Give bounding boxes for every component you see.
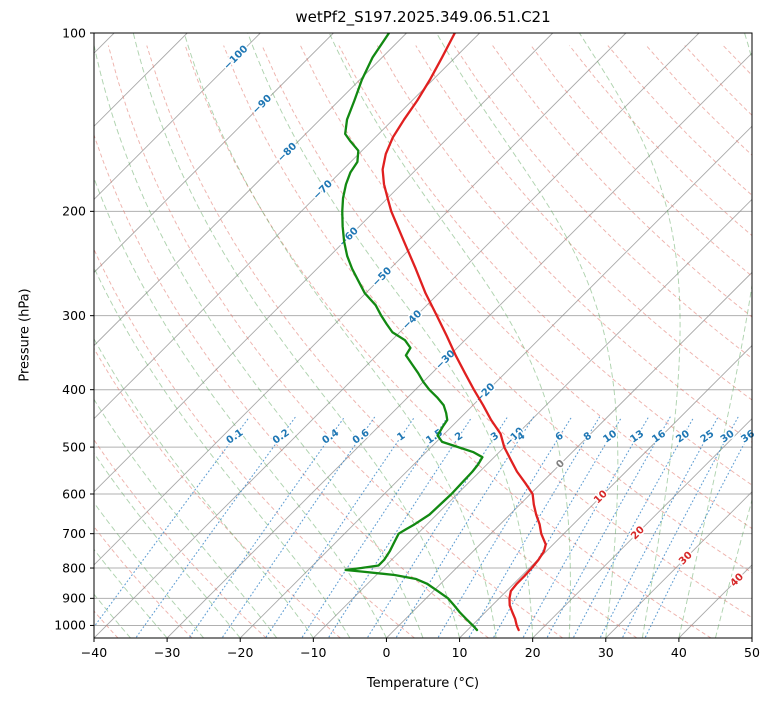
x-tick-label: 0	[382, 645, 390, 660]
x-tick-label: 10	[452, 645, 468, 660]
x-tick-label: 50	[744, 645, 760, 660]
pressure-gridlines	[94, 32, 752, 626]
y-tick-label: 400	[62, 382, 86, 397]
isotherm-label: −80	[276, 141, 300, 165]
sounding-curves	[341, 33, 547, 632]
isotherm-label: 30	[677, 550, 695, 568]
temperature-curve	[381, 33, 547, 632]
mixing-ratio-label: 10	[601, 428, 619, 445]
y-tick-label: 200	[62, 204, 86, 219]
isotherm-label: 40	[728, 572, 746, 590]
y-tick-label: 600	[62, 486, 86, 501]
isotherm-label: −100	[222, 44, 250, 72]
mixing-ratio-label: 0.4	[320, 427, 341, 446]
mixing-ratio-lines	[94, 416, 752, 638]
axis-ticks	[90, 32, 753, 642]
plot-frame	[93, 32, 753, 639]
y-tick-label: 1000	[54, 618, 86, 633]
moist-adiabats	[94, 33, 752, 638]
x-tick-label: 20	[525, 645, 541, 660]
y-tick-label: 800	[62, 560, 86, 575]
x-tick-label: 30	[598, 645, 614, 660]
y-tick-label: 500	[62, 439, 86, 454]
x-tick-label: 40	[671, 645, 687, 660]
y-tick-label: 900	[62, 591, 86, 606]
isotherm-label: −70	[311, 178, 335, 202]
axis-tick-labels: −40 −30 −20 −10 0 10 20 30 40 5010020030040050060…	[54, 25, 760, 660]
mixing-ratio-label: 16	[650, 428, 668, 445]
dewpoint-curve	[341, 33, 484, 632]
line-labels: −100−90−80−70−60−50−40−30−20−10010203040…	[220, 42, 758, 591]
mixing-ratio-label: 6	[554, 430, 566, 443]
isotherm-label: −90	[251, 93, 275, 117]
y-tick-label: 300	[62, 308, 86, 323]
dry-adiabats	[94, 45, 752, 638]
x-tick-label: −20	[227, 645, 253, 660]
isotherm-label: 10	[592, 489, 610, 507]
y-tick-label: 100	[62, 25, 86, 40]
x-axis-label: Temperature (°C)	[366, 676, 480, 691]
x-tick-label: −30	[154, 645, 180, 660]
mixing-ratio-label: 0.1	[225, 427, 246, 446]
mixing-ratio-label: 13	[628, 428, 646, 445]
mixing-ratio-label: 36	[739, 428, 757, 445]
mixing-ratio-label: 30	[719, 428, 737, 445]
chart-title: wetPf2_S197.2025.349.06.51.C21	[295, 8, 551, 26]
mixing-ratio-label: 25	[699, 428, 717, 445]
isotherm-label: −20	[474, 381, 498, 405]
x-tick-label: −10	[300, 645, 326, 660]
mixing-ratio-label: 1	[395, 430, 407, 443]
isotherm-label: −40	[401, 308, 425, 332]
x-tick-label: −40	[81, 645, 107, 660]
isotherm-label: −50	[371, 265, 395, 289]
isotherm-label: 0	[554, 458, 567, 471]
isotherm-label: 20	[629, 524, 647, 542]
y-tick-label: 700	[62, 526, 86, 541]
isotherm-lines	[94, 33, 752, 638]
